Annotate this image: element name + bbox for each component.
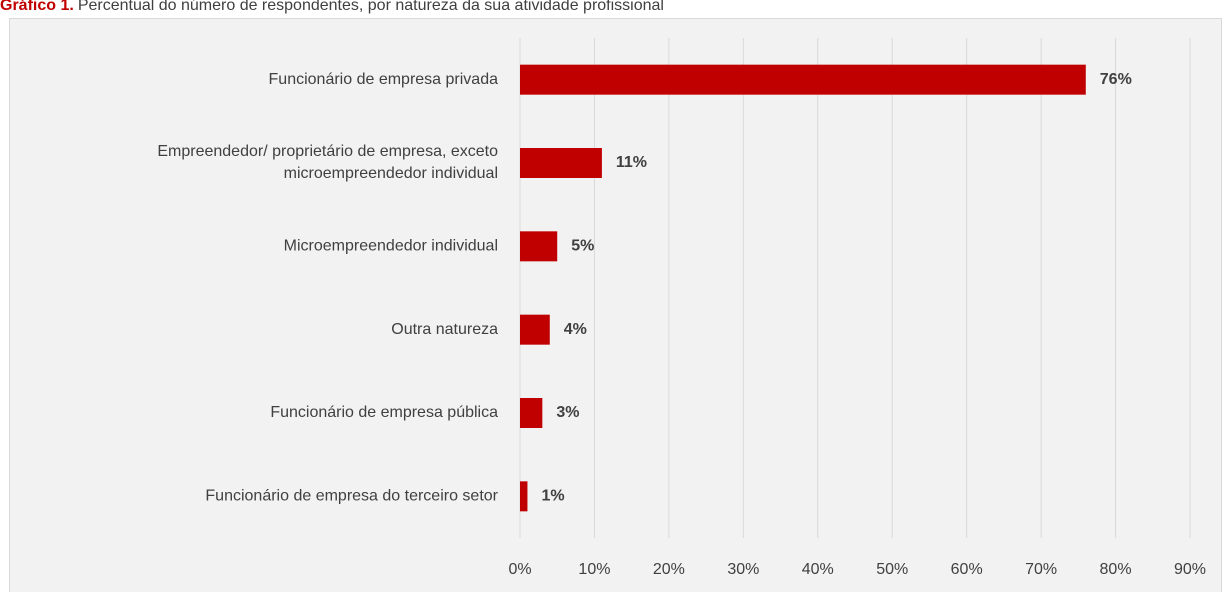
- x-tick-label: 90%: [1174, 561, 1206, 578]
- data-label: 5%: [571, 238, 594, 255]
- data-label: 76%: [1100, 71, 1132, 88]
- data-label: 4%: [564, 321, 587, 338]
- x-tick-label: 60%: [951, 561, 983, 578]
- title-number: Gráfico 1.: [0, 0, 74, 14]
- x-tick-label: 10%: [578, 561, 610, 578]
- data-label: 11%: [616, 154, 647, 171]
- x-tick-label: 30%: [727, 561, 759, 578]
- y-tick-label: Outra natureza: [391, 321, 498, 338]
- x-tick-label: 80%: [1100, 561, 1132, 578]
- y-tick-label: Empreendedor/ proprietário de empresa, e…: [157, 143, 498, 160]
- y-tick-label: Funcionário de empresa do terceiro setor: [205, 488, 498, 505]
- title-text: Percentual do número de respondentes, po…: [78, 0, 664, 14]
- bar: [520, 481, 528, 512]
- y-tick-label: Funcionário de empresa pública: [270, 404, 498, 421]
- data-label: 1%: [541, 488, 564, 505]
- bar: [520, 148, 602, 178]
- chart-title: Gráfico 1. Percentual do número de respon…: [0, 0, 664, 14]
- chart-area: [9, 18, 1222, 592]
- bar: [520, 398, 543, 428]
- bar: [520, 231, 558, 262]
- data-label: 3%: [556, 404, 579, 421]
- y-tick-label: Funcionário de empresa privada: [269, 71, 499, 88]
- x-tick-label: 0%: [508, 561, 531, 578]
- x-tick-label: 50%: [876, 561, 908, 578]
- bar: [520, 314, 550, 345]
- bar: [520, 64, 1086, 95]
- y-tick-label: microempreendedor individual: [284, 165, 498, 182]
- x-tick-label: 40%: [802, 561, 834, 578]
- x-tick-label: 20%: [653, 561, 685, 578]
- x-tick-label: 70%: [1025, 561, 1057, 578]
- y-tick-label: Microempreendedor individual: [284, 238, 498, 255]
